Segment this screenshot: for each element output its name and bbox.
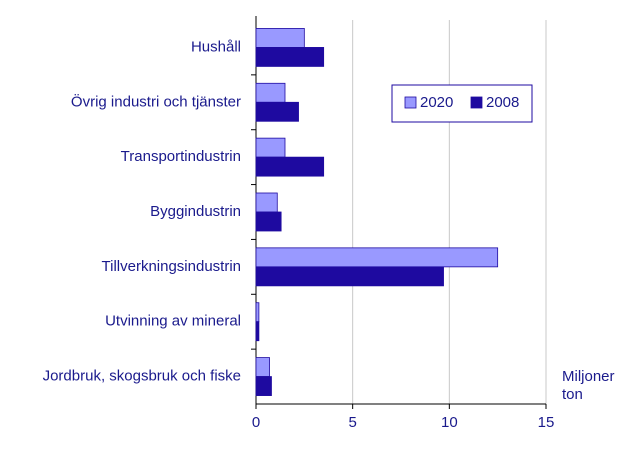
bar <box>255 357 270 377</box>
legend: 2020 2008 <box>391 84 533 123</box>
legend-label: 2020 <box>420 94 453 111</box>
bar <box>255 156 325 177</box>
x-tick-label: 15 <box>538 414 555 431</box>
bar <box>255 47 325 67</box>
bar <box>255 137 286 158</box>
bar <box>255 376 272 396</box>
bar <box>255 211 282 232</box>
legend-swatch <box>404 96 417 109</box>
y-tick-label: Byggindustrin <box>150 203 241 220</box>
y-tick-label: Övrig industri och tjänster <box>71 92 241 110</box>
x-tick-label: 0 <box>252 414 260 431</box>
bar <box>255 266 444 287</box>
x-axis-label: Miljoner ton <box>562 368 615 403</box>
legend-label: 2008 <box>486 94 519 111</box>
bar <box>255 192 278 213</box>
x-tick-label: 10 <box>441 414 458 431</box>
y-tick-label: Utvinning av mineral <box>105 313 241 330</box>
legend-swatch <box>470 96 483 109</box>
y-tick-label: Tillverkningsindustrin <box>102 258 242 275</box>
bar <box>255 321 260 342</box>
y-tick-label: Jordbruk, skogsbruk och fiske <box>43 368 241 385</box>
bar <box>255 101 299 122</box>
bar <box>255 247 499 268</box>
y-tick-label: Hushåll <box>191 38 241 55</box>
bar <box>255 302 260 323</box>
y-tick-label: Transportindustrin <box>121 148 241 165</box>
bar <box>255 28 305 48</box>
bar <box>255 82 286 103</box>
x-tick-label: 5 <box>348 414 356 431</box>
